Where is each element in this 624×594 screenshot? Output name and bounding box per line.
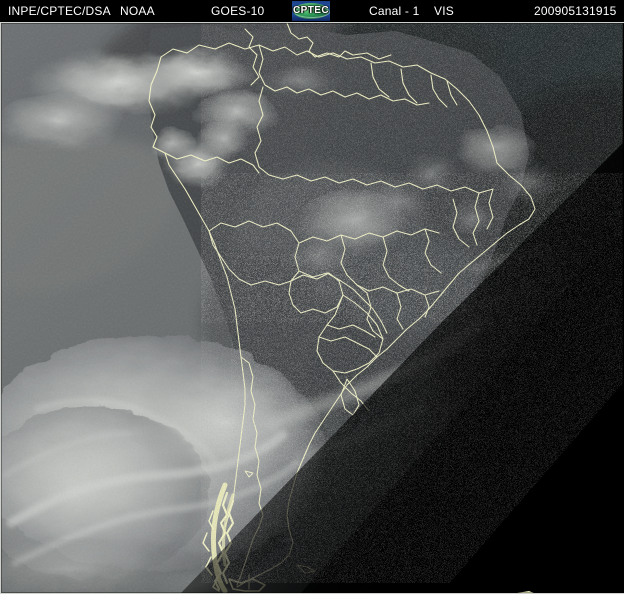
header-agency-label: INPE/CPTEC/DSA: [8, 4, 111, 18]
frame-edge-left: [0, 22, 1, 594]
header-channel-label: Canal - 1: [369, 4, 420, 18]
header-sat-owner-label: NOAA: [120, 4, 155, 18]
header-satellite-label: GOES-10: [211, 4, 265, 18]
satellite-image-canvas: [1, 23, 623, 593]
cptec-logo-text: CPTEC: [293, 5, 329, 16]
header-timestamp-label: 200905131915: [534, 4, 617, 18]
cptec-logo: CPTEC: [292, 1, 330, 21]
globe-ring-icon: [294, 6, 330, 18]
header-channel-type-label: VIS: [434, 4, 454, 18]
image-header-bar: INPE/CPTEC/DSA NOAA GOES-10 CPTEC Canal …: [0, 0, 624, 22]
falkland-islands-glyph: [517, 591, 534, 593]
frame-edge-top: [0, 22, 624, 23]
satellite-image-frame: [0, 22, 624, 594]
